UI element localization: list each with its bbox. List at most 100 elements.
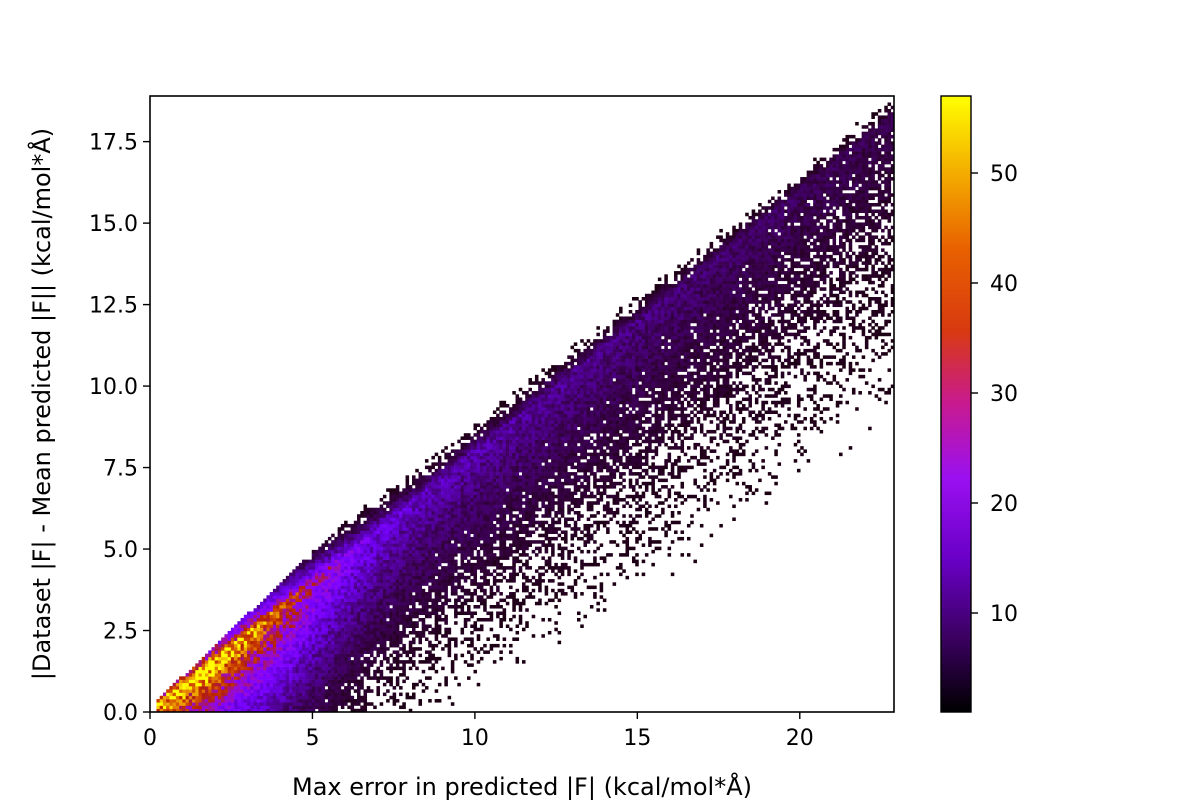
heatmap-cell: [470, 595, 474, 599]
heatmap-cell: [243, 676, 248, 680]
heatmap-cell: [457, 498, 461, 502]
heatmap-cell: [363, 605, 368, 609]
heatmap-cell: [454, 485, 458, 489]
heatmap-cell: [305, 692, 309, 697]
heatmap-cell: [489, 436, 494, 440]
heatmap-cell: [366, 650, 371, 654]
heatmap-cell: [483, 514, 487, 518]
heatmap-cell: [431, 514, 435, 518]
heatmap-cell: [347, 676, 351, 680]
heatmap-cell: [489, 420, 494, 424]
heatmap-cell: [340, 669, 345, 674]
heatmap-cell: [509, 472, 513, 476]
heatmap-cell: [528, 468, 533, 473]
heatmap-cell: [418, 501, 423, 505]
heatmap-cell: [486, 455, 490, 460]
heatmap-cell: [415, 540, 419, 544]
heatmap-cell: [454, 601, 458, 606]
heatmap-cell: [373, 553, 377, 557]
heatmap-cell: [408, 562, 413, 567]
heatmap-cell: [350, 549, 355, 554]
heatmap-cell: [247, 640, 251, 645]
heatmap-cell: [308, 640, 313, 645]
heatmap-cell: [250, 617, 254, 622]
heatmap-cell: [525, 478, 529, 483]
heatmap-cell: [376, 527, 380, 531]
heatmap-cell: [279, 637, 283, 641]
heatmap-cell: [531, 433, 536, 437]
heatmap-cell: [360, 666, 364, 671]
heatmap-cell: [318, 627, 322, 632]
heatmap-cell: [522, 527, 526, 531]
heatmap-cell: [460, 611, 465, 616]
heatmap-cell: [162, 708, 167, 712]
heatmap-cell: [486, 533, 490, 538]
heatmap-cell: [399, 660, 403, 664]
heatmap-cell: [198, 679, 203, 684]
heatmap-cell: [476, 462, 481, 466]
heatmap-cell: [285, 656, 290, 661]
heatmap-cell: [314, 598, 319, 603]
heatmap-cell: [479, 475, 484, 479]
heatmap-cell: [279, 595, 283, 599]
heatmap-cell: [240, 640, 245, 645]
heatmap-cell: [460, 491, 465, 496]
heatmap-cell: [531, 400, 536, 405]
heatmap-cell: [405, 540, 410, 544]
heatmap-cell: [515, 637, 520, 641]
heatmap-cell: [473, 566, 478, 570]
heatmap-cell: [444, 579, 448, 583]
heatmap-cell: [483, 650, 487, 654]
heatmap-cell: [182, 692, 186, 697]
heatmap-cell: [337, 614, 342, 619]
heatmap-cell: [337, 556, 342, 560]
heatmap-cell: [467, 562, 471, 567]
heatmap-cell: [525, 504, 529, 509]
heatmap-cell: [334, 566, 338, 570]
heatmap-cell: [395, 569, 400, 573]
heatmap-cell: [528, 404, 533, 408]
heatmap-cell: [460, 494, 465, 499]
heatmap-cell: [463, 575, 468, 580]
heatmap-cell: [454, 517, 458, 522]
heatmap-cell: [470, 624, 474, 629]
heatmap-cell: [467, 566, 471, 570]
heatmap-cell: [289, 650, 293, 654]
heatmap-cell: [489, 559, 494, 564]
heatmap-cell: [444, 549, 448, 554]
heatmap-cell: [473, 507, 478, 512]
heatmap-cell: [402, 630, 406, 635]
heatmap-cell: [347, 666, 351, 671]
heatmap-cell: [382, 650, 387, 654]
heatmap-cell: [334, 562, 338, 567]
heatmap-cell: [483, 575, 487, 580]
heatmap-cell: [408, 494, 413, 499]
heatmap-cell: [457, 481, 461, 486]
heatmap-cell: [496, 611, 500, 616]
heatmap-cell: [201, 679, 206, 684]
heatmap-cell: [166, 695, 170, 700]
heatmap-cell: [502, 527, 507, 531]
heatmap-cell: [408, 540, 413, 544]
heatmap-cell: [295, 708, 300, 712]
heatmap-cell: [295, 663, 300, 667]
heatmap-cell: [479, 488, 484, 492]
heatmap-cell: [431, 488, 435, 492]
heatmap-cell: [525, 391, 529, 395]
heatmap-cell: [269, 643, 274, 648]
heatmap-cell: [305, 592, 309, 596]
heatmap-cell: [289, 637, 293, 641]
heatmap-cell: [437, 617, 442, 622]
heatmap-cell: [515, 413, 520, 418]
heatmap-cell: [502, 553, 507, 557]
heatmap-cell: [509, 488, 513, 492]
heatmap-cell: [408, 598, 413, 603]
heatmap-cell: [382, 653, 387, 658]
heatmap-cell: [379, 498, 384, 502]
heatmap-cell: [460, 514, 465, 518]
heatmap-cell: [382, 575, 387, 580]
heatmap-cell: [360, 549, 364, 554]
heatmap-cell: [467, 446, 471, 450]
heatmap-cell: [428, 656, 432, 661]
heatmap-cell: [357, 660, 361, 664]
